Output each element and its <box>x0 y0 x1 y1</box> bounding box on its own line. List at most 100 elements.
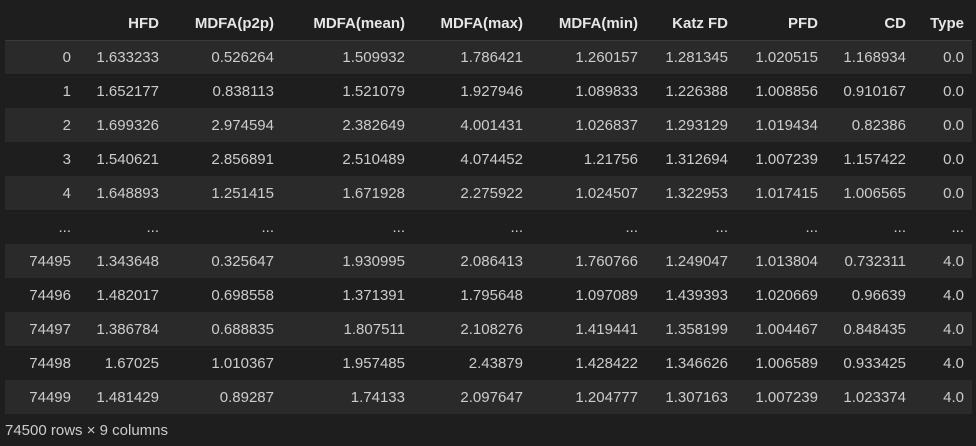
table-cell: 2.510489 <box>342 150 405 168</box>
table-cell: ... <box>261 218 274 236</box>
table-cell: 1.008856 <box>755 82 818 100</box>
table-cell: 4.074452 <box>460 150 523 168</box>
table-cell: 4.0 <box>943 354 964 372</box>
table-cell: 0.910167 <box>843 82 906 100</box>
table-cell: 1.006589 <box>755 354 818 372</box>
table-row: 2 1.699326 2.974594 2.382649 4.001431 1.02683… <box>5 108 972 142</box>
table-cell: 2.974594 <box>211 116 274 134</box>
table-row: 74499 1.481429 0.89287 1.74133 2.097647 1.204… <box>5 380 972 414</box>
table-cell: 1.509932 <box>342 48 405 66</box>
column-header: PFD <box>736 7 826 41</box>
table-cell: 2.108276 <box>460 320 523 338</box>
table-cell: 1.307163 <box>665 388 728 406</box>
table-row: 1 1.652177 0.838113 1.521079 1.927946 1.08983… <box>5 74 972 108</box>
table-cell: 4.0 <box>943 320 964 338</box>
table-cell: 1.807511 <box>343 320 405 338</box>
column-header: HFD <box>79 7 167 41</box>
table-cell: 1.346626 <box>665 354 728 372</box>
table-cell: 1.21756 <box>583 150 638 168</box>
table-cell: ... <box>146 218 159 236</box>
table-cell: 1.652177 <box>96 82 159 100</box>
table-cell: 1.024507 <box>575 184 638 202</box>
table-cell: 2.097647 <box>460 388 523 406</box>
table-cell: 0.0 <box>943 116 964 134</box>
table-cell: 1.633233 <box>96 48 159 66</box>
table-cell: 1.007239 <box>755 150 818 168</box>
row-index: 74497 <box>29 320 71 338</box>
table-cell: 1.020515 <box>755 48 818 66</box>
table-cell: 1.795648 <box>460 286 523 304</box>
row-index: 74496 <box>29 286 71 304</box>
table-cell: 1.293129 <box>665 116 728 134</box>
column-header: MDFA(max) <box>413 7 531 41</box>
table-cell: 1.67025 <box>104 354 159 372</box>
table-cell: 1.204777 <box>575 388 638 406</box>
column-header: Type <box>914 7 972 41</box>
table-cell: 1.013804 <box>755 252 818 270</box>
table-cell: 0.698558 <box>211 286 274 304</box>
table-cell: 1.157422 <box>843 150 906 168</box>
table-row: 74495 1.343648 0.325647 1.930995 2.086413 1.7… <box>5 244 972 278</box>
table-cell: ... <box>893 218 906 236</box>
table-cell: 1.428422 <box>575 354 638 372</box>
table-cell: 1.648893 <box>96 184 159 202</box>
table-cell: 0.526264 <box>211 48 274 66</box>
table-cell: 1.481429 <box>96 388 159 406</box>
table-cell: 1.786421 <box>460 48 523 66</box>
column-header: CD <box>826 7 914 41</box>
column-header: Katz FD <box>646 7 736 41</box>
table-row: 0 1.633233 0.526264 1.509932 1.786421 1.26015… <box>5 40 972 74</box>
table-cell: 0.89287 <box>219 388 274 406</box>
table-cell: 1.386784 <box>96 320 159 338</box>
row-index: 74498 <box>29 354 71 372</box>
table-cell: 1.439393 <box>665 286 728 304</box>
dataframe-table: HFD MDFA(p2p) MDFA(mean) MDFA(max) MDFA(min)… <box>5 7 972 414</box>
table-cell: 1.521079 <box>342 82 405 100</box>
column-header: MDFA(min) <box>531 7 646 41</box>
table-cell: 1.249047 <box>665 252 728 270</box>
table-cell: ... <box>951 218 964 236</box>
table-cell: 0.96639 <box>851 286 906 304</box>
table-cell: 0.325647 <box>211 252 274 270</box>
table-cell: 0.0 <box>943 82 964 100</box>
row-index: 0 <box>62 48 71 66</box>
table-cell: 2.856891 <box>211 150 274 168</box>
table-cell: 1.260157 <box>575 48 638 66</box>
table-cell: 0.933425 <box>843 354 906 372</box>
table-cell: 4.0 <box>943 252 964 270</box>
table-cell: 1.760766 <box>575 252 638 270</box>
table-cell: 1.419441 <box>575 320 638 338</box>
table-cell: 0.0 <box>943 150 964 168</box>
table-cell: 4.001431 <box>460 116 523 134</box>
table-row: 74497 1.386784 0.688835 1.807511 2.108276 1.4… <box>5 312 972 346</box>
table-cell: 1.358199 <box>665 320 728 338</box>
row-index: 2 <box>62 116 71 134</box>
table-cell: 0.0 <box>943 184 964 202</box>
column-header: MDFA(p2p) <box>167 7 282 41</box>
table-cell: 1.168934 <box>843 48 906 66</box>
row-index: 74495 <box>29 252 71 270</box>
table-cell: 1.930995 <box>342 252 405 270</box>
table-cell: 1.74133 <box>350 388 405 406</box>
table-cell: 1.699326 <box>96 116 159 134</box>
table-cell: 1.343648 <box>96 252 159 270</box>
index-header <box>5 7 79 41</box>
shape-summary: 74500 rows × 9 columns <box>5 422 169 439</box>
table-cell: 0.688835 <box>211 320 274 338</box>
table-header: HFD MDFA(p2p) MDFA(mean) MDFA(max) MDFA(min)… <box>5 7 972 41</box>
table-cell: 4.0 <box>943 388 964 406</box>
table-cell: 1.020669 <box>755 286 818 304</box>
table-cell: 1.226388 <box>665 82 728 100</box>
table-row: 3 1.540621 2.856891 2.510489 4.074452 1.21756… <box>5 142 972 176</box>
table-cell: 0.848435 <box>843 320 906 338</box>
table-row: .............................. <box>5 210 972 244</box>
table-cell: 1.010367 <box>211 354 274 372</box>
table-cell: 1.322953 <box>665 184 728 202</box>
table-cell: ... <box>392 218 405 236</box>
table-cell: 1.017415 <box>755 184 818 202</box>
table-cell: 0.732311 <box>844 252 906 270</box>
table-cell: 1.540621 <box>96 150 159 168</box>
table-cell: 1.281345 <box>665 48 728 66</box>
table-cell: 1.004467 <box>755 320 818 338</box>
table-cell: 2.275922 <box>460 184 523 202</box>
